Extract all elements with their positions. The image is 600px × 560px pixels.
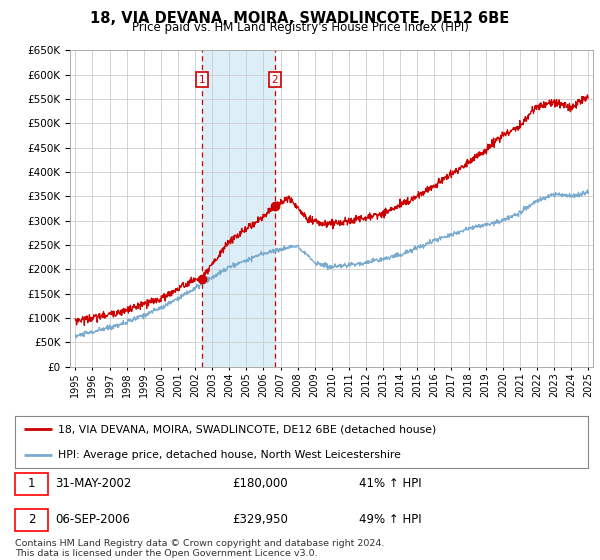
Text: £329,950: £329,950 (233, 514, 289, 526)
Text: 18, VIA DEVANA, MOIRA, SWADLINCOTE, DE12 6BE (detached house): 18, VIA DEVANA, MOIRA, SWADLINCOTE, DE12… (58, 424, 436, 434)
Text: 2: 2 (272, 74, 278, 85)
Text: 06-SEP-2006: 06-SEP-2006 (55, 514, 130, 526)
Text: £180,000: £180,000 (233, 477, 289, 491)
FancyBboxPatch shape (15, 473, 48, 495)
Text: HPI: Average price, detached house, North West Leicestershire: HPI: Average price, detached house, Nort… (58, 450, 401, 460)
Text: 2: 2 (28, 514, 35, 526)
Text: 49% ↑ HPI: 49% ↑ HPI (359, 514, 421, 526)
Text: Price paid vs. HM Land Registry's House Price Index (HPI): Price paid vs. HM Land Registry's House … (131, 21, 469, 34)
Text: Contains HM Land Registry data © Crown copyright and database right 2024.
This d: Contains HM Land Registry data © Crown c… (15, 539, 385, 558)
FancyBboxPatch shape (15, 508, 48, 531)
Text: 31-MAY-2002: 31-MAY-2002 (55, 477, 131, 491)
Text: 1: 1 (199, 74, 206, 85)
Text: 1: 1 (28, 477, 35, 491)
Bar (202, 50, 275, 367)
Text: 41% ↑ HPI: 41% ↑ HPI (359, 477, 421, 491)
Text: 18, VIA DEVANA, MOIRA, SWADLINCOTE, DE12 6BE: 18, VIA DEVANA, MOIRA, SWADLINCOTE, DE12… (91, 11, 509, 26)
